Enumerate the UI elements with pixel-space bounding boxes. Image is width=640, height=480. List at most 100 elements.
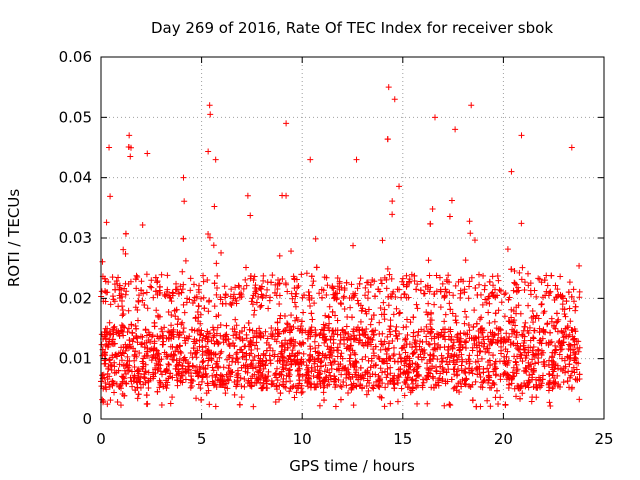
data-point: [129, 383, 136, 390]
data-point: [562, 363, 569, 370]
data-point: [168, 298, 175, 305]
data-point: [209, 364, 216, 371]
data-point: [213, 330, 220, 337]
data-point: [370, 332, 377, 339]
data-point: [205, 148, 212, 155]
data-point: [119, 373, 125, 380]
data-point: [530, 335, 537, 342]
data-point: [540, 310, 547, 317]
data-point: [480, 343, 487, 350]
data-point: [125, 144, 132, 151]
data-point: [145, 378, 152, 385]
data-point: [305, 376, 312, 383]
data-point: [437, 363, 444, 370]
data-point: [463, 314, 470, 321]
data-point: [205, 298, 212, 305]
data-point: [210, 242, 217, 249]
data-point: [554, 293, 561, 300]
data-point: [558, 342, 565, 349]
data-point: [177, 283, 184, 290]
data-point: [414, 400, 421, 407]
data-point: [571, 355, 578, 362]
data-point: [202, 365, 209, 372]
data-point: [457, 330, 464, 337]
data-point: [190, 281, 197, 288]
data-point: [147, 375, 154, 382]
data-point: [541, 359, 548, 366]
data-point: [495, 330, 502, 337]
data-point: [461, 380, 468, 387]
data-point: [391, 381, 398, 388]
data-point: [136, 292, 143, 299]
data-point: [128, 321, 135, 328]
data-point: [226, 362, 233, 369]
data-point: [144, 150, 151, 157]
data-point: [262, 328, 269, 335]
data-point: [384, 380, 391, 387]
data-point: [480, 336, 487, 343]
data-point: [278, 348, 285, 355]
data-point: [505, 336, 512, 343]
data-point: [495, 307, 502, 314]
data-point: [119, 328, 126, 335]
data-point: [295, 373, 302, 380]
data-point: [473, 403, 480, 410]
data-point: [334, 283, 341, 290]
data-point: [338, 350, 345, 357]
data-point: [387, 317, 394, 324]
data-point: [175, 348, 182, 355]
data-point: [340, 336, 347, 343]
data-point: [413, 286, 420, 293]
data-point: [364, 334, 371, 341]
data-point: [492, 363, 499, 370]
data-point: [426, 288, 433, 295]
data-point: [462, 339, 469, 346]
data-point: [476, 348, 483, 355]
data-point: [556, 337, 563, 344]
data-point: [414, 281, 421, 288]
data-point: [525, 379, 532, 386]
data-point: [214, 324, 221, 331]
data-point: [546, 378, 553, 385]
data-point: [511, 328, 518, 335]
data-point: [238, 328, 245, 335]
data-point: [538, 340, 545, 347]
data-point: [191, 297, 198, 304]
data-point: [404, 374, 411, 381]
data-point: [466, 358, 473, 365]
data-point: [392, 294, 399, 301]
data-point: [445, 326, 452, 333]
data-point: [243, 282, 250, 289]
data-point: [212, 403, 219, 410]
data-point: [461, 368, 468, 375]
data-point: [200, 294, 207, 301]
data-point: [362, 371, 369, 378]
data-point: [503, 353, 510, 360]
data-point: [143, 352, 150, 359]
data-point: [376, 319, 383, 326]
data-point: [535, 347, 542, 354]
data-point: [391, 358, 398, 365]
data-point: [128, 368, 135, 375]
data-points: [98, 84, 583, 410]
data-point: [402, 336, 409, 343]
data-point: [199, 337, 206, 344]
data-point: [576, 344, 583, 351]
data-point: [266, 352, 273, 359]
data-point: [533, 293, 540, 300]
data-point: [476, 281, 483, 288]
data-point: [159, 371, 166, 378]
data-point: [175, 334, 182, 341]
data-point: [305, 288, 312, 295]
data-point: [294, 356, 301, 363]
data-point: [494, 272, 501, 279]
data-point: [214, 272, 221, 279]
data-point: [407, 319, 414, 326]
data-point: [189, 326, 196, 333]
data-point: [497, 287, 504, 294]
data-point: [121, 324, 128, 331]
data-point: [314, 349, 321, 356]
data-point: [487, 403, 494, 410]
data-point: [571, 341, 578, 348]
data-point: [440, 355, 447, 362]
